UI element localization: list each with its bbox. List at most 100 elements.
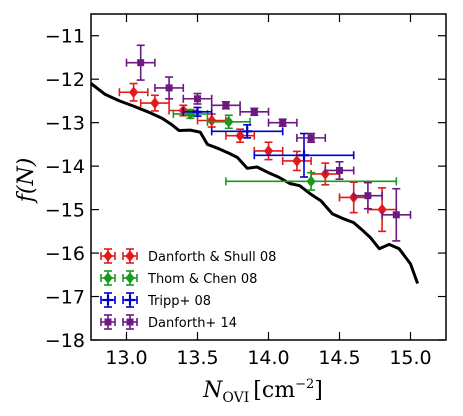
data-point <box>154 76 185 100</box>
point-marker <box>279 119 287 127</box>
data-point <box>210 124 284 139</box>
point-marker <box>306 175 316 188</box>
data-point <box>239 107 270 117</box>
data-point <box>196 113 227 128</box>
marker-square <box>165 84 173 92</box>
legend-item-1: Thom & Chen 08 <box>100 270 257 287</box>
marker-square <box>126 318 134 326</box>
data-point <box>210 101 241 110</box>
point-marker <box>165 84 173 92</box>
data-point <box>225 171 398 191</box>
data-point <box>296 132 327 144</box>
model-line-layer <box>90 82 420 285</box>
point-marker <box>150 97 160 109</box>
marker-diamond <box>306 175 316 188</box>
marker-square <box>137 59 145 67</box>
legend-marker <box>104 318 112 326</box>
marker-diamond <box>103 272 113 284</box>
marker-square <box>250 108 258 116</box>
data-point <box>125 44 156 81</box>
point-marker <box>207 114 217 127</box>
x-tick-label: 13.0 <box>105 347 147 369</box>
y-tick-label: −14 <box>45 156 85 178</box>
data-points-layer <box>118 44 412 242</box>
legend-label: Danforth & Shull 08 <box>148 250 276 265</box>
data-point <box>182 92 213 105</box>
y-tick-label: −11 <box>45 26 85 48</box>
data-point <box>324 160 355 180</box>
point-marker <box>292 155 302 167</box>
point-marker <box>222 101 230 109</box>
y-tick-label: −15 <box>45 200 85 222</box>
y-tick-label: −13 <box>45 113 85 135</box>
marker-diamond <box>292 155 302 167</box>
legend-label: Thom & Chen 08 <box>147 272 257 287</box>
y-tick-label: −17 <box>45 287 85 309</box>
point-marker <box>392 211 400 219</box>
marker-square <box>194 95 201 103</box>
marker-diamond <box>224 115 234 128</box>
x-tick-label: 14.0 <box>247 347 289 369</box>
series-2 <box>182 106 355 178</box>
marker-square <box>307 134 315 142</box>
point-marker <box>224 115 234 128</box>
point-marker <box>194 95 201 103</box>
data-point <box>352 181 383 210</box>
legend-marker <box>126 318 134 326</box>
legend-marker <box>103 272 113 284</box>
legend-label: Danforth+ 14 <box>148 316 237 331</box>
legend: Danforth & Shull 08 Thom & Chen 08 Tripp+ … <box>100 248 276 331</box>
legend-item-3: Danforth+ 14 <box>100 314 237 331</box>
data-point <box>139 94 170 112</box>
legend-item-2: Tripp+ 08 <box>100 292 211 309</box>
marker-square <box>279 119 287 127</box>
marker-square <box>364 192 372 200</box>
marker-diamond <box>235 129 245 142</box>
point-marker <box>192 106 203 117</box>
marker-diamond <box>263 145 274 157</box>
legend-label: Tripp+ 08 <box>147 294 211 309</box>
data-point <box>381 187 412 242</box>
x-tick-label: 15.0 <box>389 347 431 369</box>
marker-diamond <box>128 86 139 99</box>
legend-item-0: Danforth & Shull 08 <box>100 248 276 265</box>
x-axis-label: NOVI [cm−2] <box>202 377 323 406</box>
series-3 <box>125 44 412 242</box>
marker-diamond <box>125 272 135 284</box>
marker-diamond <box>103 250 113 262</box>
point-marker <box>364 192 372 200</box>
marker-diamond <box>125 250 135 262</box>
marker-square <box>336 166 343 174</box>
data-point <box>206 114 251 130</box>
x-tick-label: 14.5 <box>318 347 360 369</box>
series-0 <box>118 82 398 233</box>
marker-diamond <box>150 97 160 109</box>
point-marker <box>307 134 315 142</box>
data-point <box>267 118 298 127</box>
data-point <box>253 141 284 161</box>
marker-square <box>392 211 400 219</box>
legend-marker <box>125 295 135 305</box>
legend-marker <box>103 250 113 262</box>
point-marker <box>242 126 253 137</box>
marker-square <box>104 318 112 326</box>
data-point <box>182 106 213 117</box>
marker-diamond <box>207 114 217 127</box>
point-marker <box>263 145 274 157</box>
model-line <box>90 82 420 285</box>
legend-marker <box>125 250 135 262</box>
y-tick-label: −16 <box>45 243 85 265</box>
point-marker <box>250 108 258 116</box>
marker-square <box>222 101 230 109</box>
x-tick-label: 13.5 <box>176 347 218 369</box>
point-marker <box>137 59 145 67</box>
axis-ticks-layer: 13.0 13.5 14.0 14.5 15.0 −18 −17 −16 −15 −14 −13 −1… <box>45 14 446 369</box>
data-point <box>253 132 355 178</box>
legend-marker <box>125 272 135 284</box>
data-point <box>281 150 312 172</box>
data-point <box>118 82 149 102</box>
legend-marker <box>103 295 113 305</box>
point-marker <box>235 129 245 142</box>
point-marker <box>299 150 309 161</box>
